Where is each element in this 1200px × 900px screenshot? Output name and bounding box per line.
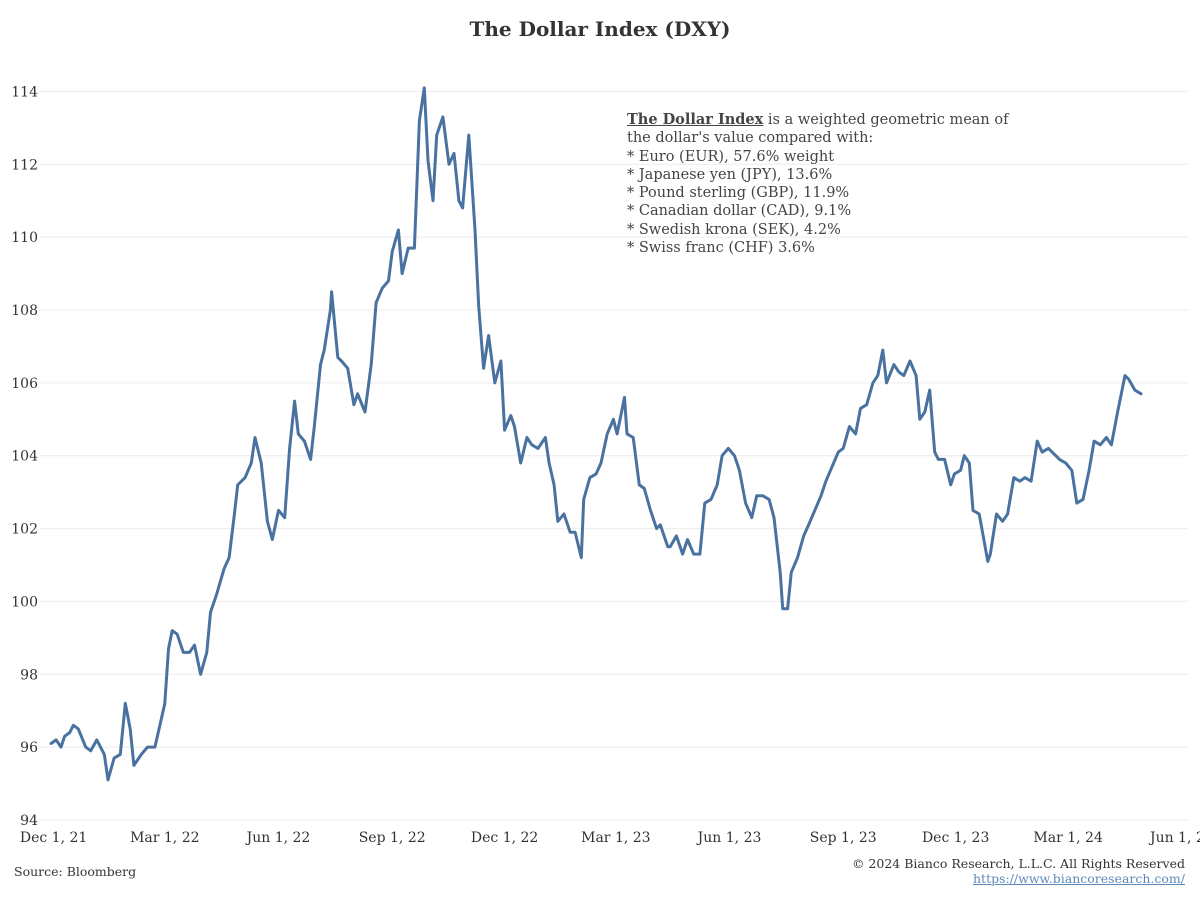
annotation-intro: is a weighted geometric mean of [763, 112, 1009, 128]
annotation-item: * Canadian dollar (CAD), 9.1% [627, 203, 852, 220]
annotation-item: * Euro (EUR), 57.6% weight [627, 148, 835, 165]
copyright-text: © 2024 Bianco Research, L.L.C. All Right… [851, 856, 1185, 871]
dxy-series-line [49, 86, 1143, 782]
annotation-line-1: The Dollar Index is a weighted geometric… [627, 111, 1008, 129]
website-link[interactable]: https://www.biancoresearch.com/ [973, 871, 1185, 886]
y-tick-label: 98 [20, 667, 38, 683]
chart-title: The Dollar Index (DXY) [469, 17, 731, 41]
y-tick-label: 108 [11, 303, 38, 319]
annotation-item: * Japanese yen (JPY), 13.6% [627, 166, 833, 183]
y-tick-label: 110 [11, 230, 38, 246]
x-tick-label: Mar 1, 22 [130, 830, 199, 846]
annotation-item: * Swiss franc (CHF) 3.6% [627, 240, 815, 257]
dollar-index-annotation: The Dollar Index is a weighted geometric… [627, 111, 1008, 257]
y-axis: 94 96 98 100 102 104 106 108 110 112 114 [11, 84, 38, 829]
annotation-item: * Pound sterling (GBP), 11.9% [627, 185, 850, 202]
gridlines [40, 90, 1188, 821]
x-tick-label: Sep 1, 23 [810, 830, 877, 846]
y-tick-label: 114 [11, 84, 38, 100]
x-tick-label: Dec 1, 21 [20, 830, 87, 846]
y-tick-label: 96 [20, 740, 38, 756]
x-tick-label: Jun 1, 22 [245, 830, 311, 846]
copyright-block: © 2024 Bianco Research, L.L.C. All Right… [852, 856, 1185, 886]
y-tick-label: 104 [11, 449, 38, 465]
annotation-item: * Swedish krona (SEK), 4.2% [627, 221, 841, 238]
x-axis: Dec 1, 21 Mar 1, 22 Jun 1, 22 Sep 1, 22 Dec … [20, 830, 1200, 846]
source-note: Source: Bloomberg [14, 864, 137, 879]
x-tick-label: Mar 1, 24 [1033, 830, 1103, 846]
x-tick-label: Jun 1, 23 [696, 830, 762, 846]
y-tick-label: 102 [11, 522, 38, 538]
plot-area [49, 86, 1143, 782]
y-tick-label: 94 [20, 813, 38, 829]
y-tick-label: 112 [11, 157, 38, 173]
annotation-heading: The Dollar Index [627, 111, 764, 128]
x-tick-label: Dec 1, 23 [922, 830, 989, 846]
x-tick-label: Mar 1, 23 [581, 830, 650, 846]
y-tick-label: 100 [11, 594, 38, 610]
x-tick-label: Dec 1, 22 [471, 830, 538, 846]
y-tick-label: 106 [11, 376, 38, 392]
x-tick-label: Jun 1, 24 [1148, 830, 1200, 846]
annotation-intro-2: the dollar's value compared with: [627, 130, 874, 147]
x-tick-label: Sep 1, 22 [359, 830, 426, 846]
